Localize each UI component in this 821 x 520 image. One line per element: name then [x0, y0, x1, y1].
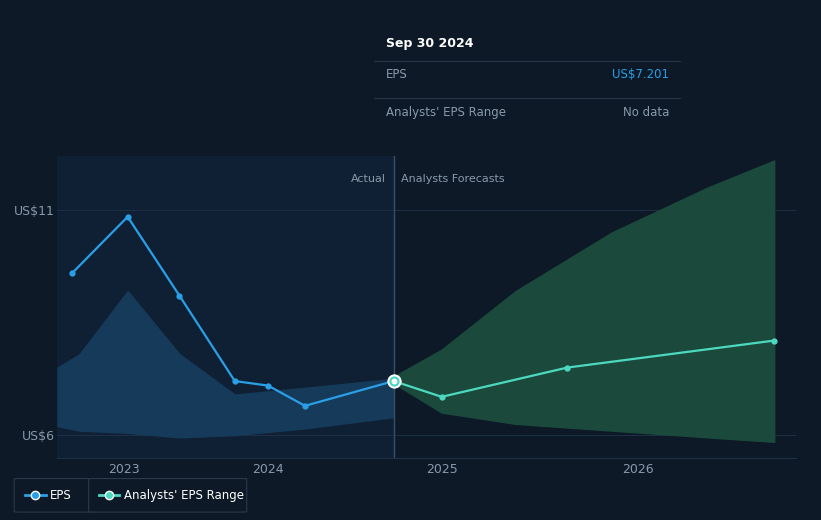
Text: Actual: Actual: [351, 174, 387, 184]
Bar: [394, 156, 796, 458]
Text: Analysts' EPS Range: Analysts' EPS Range: [124, 489, 244, 502]
Text: No data: No data: [623, 106, 669, 119]
Text: Sep 30 2024: Sep 30 2024: [386, 37, 474, 50]
Text: Analysts' EPS Range: Analysts' EPS Range: [386, 106, 506, 119]
Text: EPS: EPS: [386, 68, 407, 81]
Text: EPS: EPS: [50, 489, 72, 502]
Bar: [57, 156, 394, 458]
Text: US$7.201: US$7.201: [612, 68, 669, 81]
Text: Analysts Forecasts: Analysts Forecasts: [401, 174, 505, 184]
FancyBboxPatch shape: [14, 478, 94, 512]
FancyBboxPatch shape: [89, 478, 247, 512]
